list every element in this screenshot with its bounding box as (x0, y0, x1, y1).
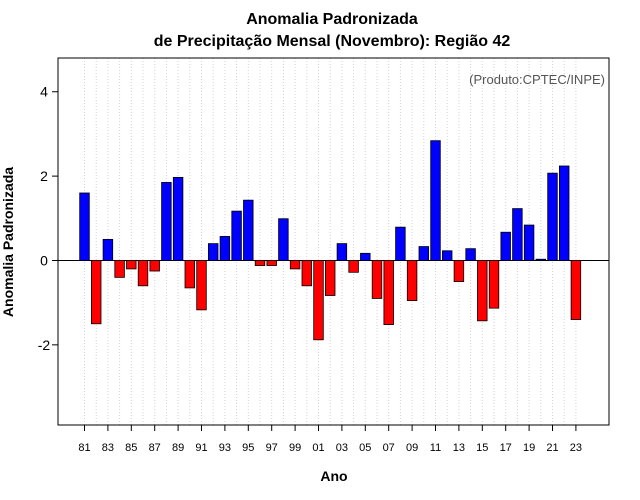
bar-83 (102, 238, 114, 261)
bar-92 (207, 243, 219, 261)
bars (79, 140, 582, 341)
bar-20 (535, 258, 547, 261)
x-tick-label: 11 (430, 442, 441, 454)
y-tick-label: -2 (38, 337, 51, 353)
bar-98 (278, 218, 289, 261)
bar-82 (91, 260, 102, 325)
x-tick-label: 91 (195, 442, 207, 454)
x-tick-label: 07 (383, 442, 395, 454)
x-axis-label: Ano (320, 468, 347, 484)
x-tick-label: 15 (476, 442, 488, 454)
bar-81 (79, 192, 90, 261)
bar-02 (324, 260, 336, 296)
y-axis-label: Anomalia Padronizada (0, 167, 16, 317)
x-tick-label: 21 (546, 442, 558, 454)
x-tick-label: 13 (453, 442, 465, 454)
bar-90 (184, 260, 196, 289)
bar-08 (395, 226, 406, 261)
bar-19 (523, 224, 535, 261)
bar-93 (219, 236, 231, 261)
x-tick-label: 95 (242, 442, 254, 454)
bar-13 (453, 260, 465, 282)
bar-07 (383, 260, 394, 326)
bar-89 (172, 176, 184, 261)
bar-10 (418, 246, 430, 261)
bar-09 (406, 260, 418, 301)
x-tick-label: 19 (523, 442, 535, 454)
bar-04 (348, 260, 359, 273)
bar-99 (289, 260, 301, 270)
x-tick-label: 83 (102, 442, 114, 454)
bar-97 (266, 260, 277, 266)
bar-87 (149, 260, 160, 272)
chart-title-line2: de Precipitação Mensal (Novembro): Regiã… (154, 33, 511, 50)
y-tick-label: 0 (40, 252, 48, 268)
bar-12 (441, 250, 453, 261)
x-tick-label: 81 (78, 442, 90, 454)
bar-15 (477, 260, 488, 322)
bar-17 (500, 231, 511, 261)
chart-title-line1: Anomalia Padronizada (246, 11, 418, 28)
x-tick-label: 89 (172, 442, 184, 454)
bar-22 (559, 165, 570, 261)
x-tick-label: 01 (312, 442, 324, 454)
bar-85 (126, 260, 137, 270)
bar-03 (336, 243, 348, 261)
bar-91 (196, 260, 207, 311)
bar-11 (430, 140, 441, 261)
bar-23 (570, 260, 582, 320)
x-tick-label: 93 (219, 442, 231, 454)
bar-01 (313, 260, 324, 341)
bar-18 (512, 208, 523, 261)
x-tick-label: 17 (500, 442, 512, 454)
bar-96 (254, 260, 266, 266)
credit-text: (Produto:CPTEC/INPE) (469, 72, 605, 87)
x-tick-label: 23 (570, 442, 582, 454)
bar-14 (465, 248, 476, 261)
bar-84 (114, 260, 125, 278)
x-axis: 81 83 85 87 89 91 93 95 97 99 01 03 05 07 09 11 13 15 17 19… (78, 425, 582, 454)
x-tick-label: 05 (359, 442, 371, 454)
x-tick-label: 85 (125, 442, 137, 454)
bar-05 (360, 252, 371, 261)
y-axis: -2 0 2 4 (38, 84, 58, 353)
x-tick-label: 87 (149, 442, 161, 454)
y-tick-label: 2 (40, 168, 48, 184)
bar-16 (488, 260, 500, 309)
bar-94 (231, 210, 242, 261)
y-tick-label: 4 (40, 84, 48, 100)
x-tick-label: 97 (266, 442, 278, 454)
x-tick-label: 99 (289, 442, 301, 454)
bar-00 (301, 260, 313, 287)
bar-86 (137, 260, 149, 287)
bar-95 (243, 199, 254, 261)
bar-88 (161, 182, 172, 261)
plot-frame (57, 57, 610, 426)
bar-06 (371, 260, 383, 299)
x-tick-label: 03 (336, 442, 348, 454)
bar-21 (547, 172, 558, 261)
x-tick-label: 09 (406, 442, 418, 454)
